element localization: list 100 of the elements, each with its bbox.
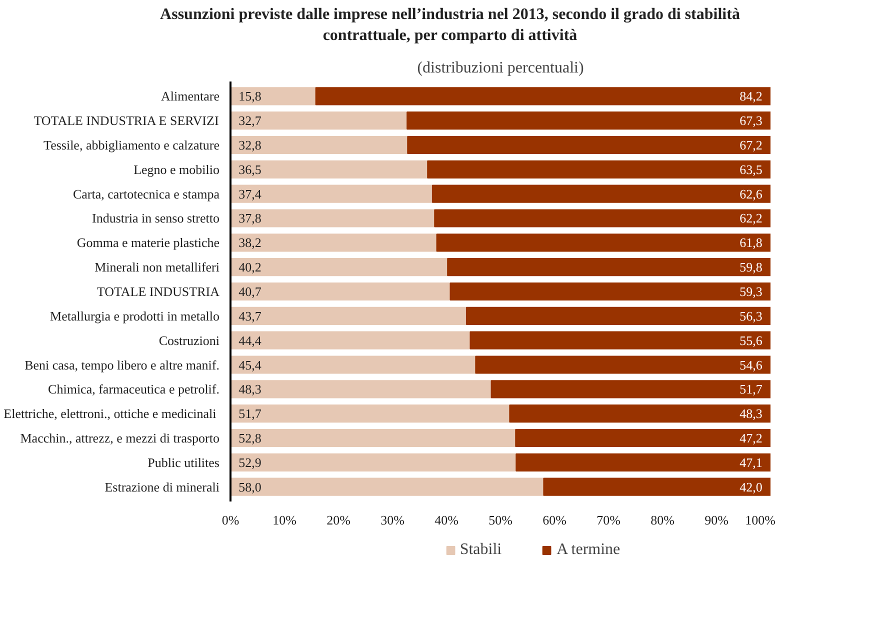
x-tick-label: 40%: [434, 512, 459, 528]
data-label: 42,0: [740, 478, 762, 494]
legend-label: Stabili: [460, 540, 502, 559]
data-label: 62,6: [740, 186, 763, 201]
bar: [230, 477, 544, 496]
bar: [230, 160, 428, 178]
bar: [230, 208, 436, 227]
bar: [436, 233, 770, 252]
data-label: 52,8: [238, 430, 262, 446]
y-tick-label: Industria in senso stretto: [92, 210, 220, 226]
bar: [230, 233, 438, 252]
bar: [432, 184, 770, 202]
x-tick-label: 80%: [650, 512, 675, 528]
y-tick-label: Beni casa, tempo libero e altre manif.: [24, 356, 220, 372]
bar: [434, 208, 770, 227]
bar: [407, 136, 770, 154]
y-tick-label: Legno e mobilio: [134, 162, 220, 176]
bar: [230, 136, 408, 154]
bar: [466, 306, 770, 325]
x-tick-label: 90%: [704, 512, 729, 528]
bar: [315, 86, 770, 105]
bar: [509, 404, 770, 422]
x-tick-label: 70%: [596, 512, 621, 528]
data-label: 59,3: [740, 284, 762, 299]
data-label: 62,2: [740, 210, 762, 226]
data-label: 37,8: [238, 210, 262, 226]
x-tick-label: 50%: [488, 512, 513, 528]
bar: [230, 330, 471, 349]
bar: [450, 282, 770, 300]
data-label: 54,6: [740, 356, 763, 372]
data-label: 67,3: [740, 112, 762, 128]
bar: [230, 355, 476, 374]
data-label: 67,2: [740, 137, 762, 152]
data-label: 84,2: [740, 88, 762, 104]
y-tick-label: Tessile, abbigliamento e calzature: [44, 137, 220, 152]
x-tick-label: 30%: [380, 512, 405, 528]
bar: [447, 258, 770, 276]
data-label: 44,4: [238, 332, 262, 348]
data-label: 37,4: [238, 186, 262, 201]
bar: [230, 111, 408, 130]
data-label: 48,3: [238, 381, 262, 396]
data-label: 40,2: [238, 259, 262, 274]
bar: [406, 111, 770, 130]
bar: [230, 404, 510, 422]
bar: [230, 306, 467, 325]
data-label: 47,1: [740, 454, 762, 470]
bar: [230, 258, 448, 276]
bar: [475, 355, 770, 374]
data-label: 52,9: [238, 454, 262, 470]
chart-title: Assunzioni previste dalle imprese nell’industria nel 2013, secondo il grado di stabilità contrattuale, per comparto di attività: [159, 5, 741, 46]
y-tick-label: TOTALE INDUSTRIA: [96, 284, 220, 299]
x-tick-label: 60%: [542, 512, 567, 528]
legend-label: A termine: [556, 540, 620, 559]
data-label: 61,8: [740, 234, 762, 250]
bar: [516, 452, 770, 472]
bar: [490, 380, 770, 398]
y-tick-label: Elettriche, elettroni., ottiche e medicinali: [4, 406, 217, 421]
data-label: 40,7: [238, 284, 262, 299]
data-label: 32,7: [238, 112, 262, 128]
bar: [230, 452, 517, 472]
y-tick-label: Estrazione di minerali: [104, 478, 220, 494]
y-tick-label: Metallurgia e prodotti in metallo: [50, 308, 220, 324]
data-label: 45,4: [238, 356, 262, 372]
x-tick-label: 0%: [222, 512, 240, 528]
data-label: 38,2: [238, 234, 262, 250]
y-tick-label: Alimentare: [161, 88, 220, 104]
y-tick-label: Public utilites: [148, 454, 220, 470]
data-label: 56,3: [740, 308, 762, 324]
y-tick-label: Minerali non metalliferi: [94, 259, 220, 274]
y-tick-label: Costruzioni: [158, 332, 220, 348]
chart-subtitle: (distribuzioni percentuali): [417, 59, 584, 76]
bar: [230, 380, 492, 398]
bar: [543, 477, 770, 496]
bar: [230, 282, 451, 300]
data-label: 59,8: [740, 259, 762, 274]
y-tick-label: TOTALE INDUSTRIA E SERVIZI: [34, 112, 219, 128]
bar: [470, 330, 770, 349]
y-tick-label: Chimica, farmaceutica e petrolif.: [48, 381, 220, 396]
data-label: 47,2: [740, 430, 762, 446]
bar: [230, 86, 316, 105]
bar: [427, 160, 770, 178]
bar: [515, 428, 770, 447]
x-tick-label: 100%: [745, 512, 776, 528]
data-label: 32,8: [238, 137, 262, 152]
data-label: 55,6: [740, 332, 763, 348]
data-label: 63,5: [740, 162, 762, 176]
data-label: 48,3: [740, 406, 762, 421]
data-label: 36,5: [238, 162, 262, 176]
data-label: 43,7: [238, 308, 262, 324]
x-tick-label: 10%: [272, 512, 297, 528]
data-label: 51,7: [740, 381, 763, 396]
x-tick-label: 20%: [326, 512, 351, 528]
data-label: 58,0: [238, 478, 262, 494]
y-tick-label: Gomma e materie plastiche: [76, 234, 220, 250]
data-label: 15,8: [238, 88, 262, 104]
y-tick-label: Carta, cartotecnica e stampa: [72, 186, 220, 201]
y-tick-label: Macchin., attrezz, e mezzi di trasporto: [20, 430, 220, 446]
bar: [230, 184, 433, 202]
data-label: 51,7: [238, 406, 262, 421]
bar: [230, 428, 516, 447]
